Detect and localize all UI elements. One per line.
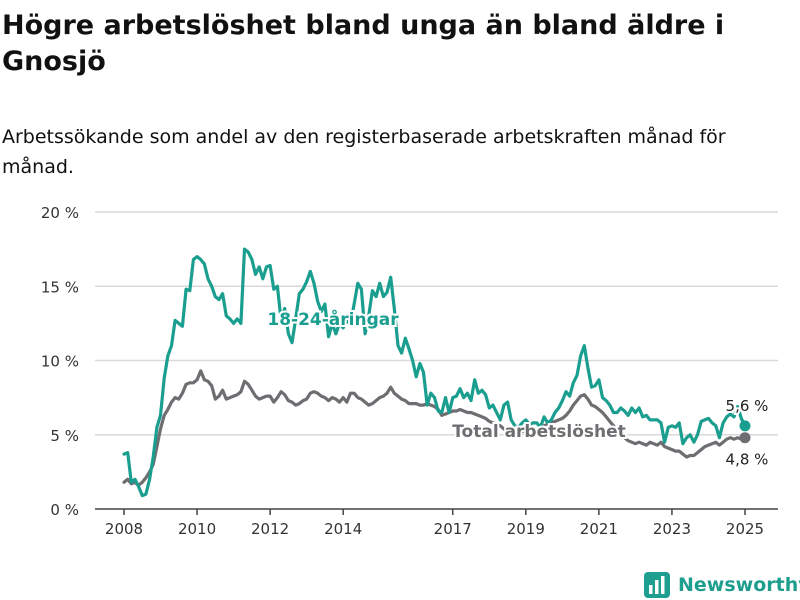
y-tick-label: 0 % [50, 501, 79, 519]
y-tick-label: 20 % [41, 204, 79, 222]
end-label-youth: 5,6 % [726, 397, 769, 415]
line-chart: 0 % 5 % 10 % 15 % 20 % 2008 2010 2012 2014 2017 20… [41, 204, 778, 538]
x-tick-label: 2025 [726, 520, 764, 538]
series-line-youth [122, 247, 747, 498]
y-tick-label: 10 % [41, 353, 79, 371]
series-label-youth: 18-24-åringar [267, 308, 399, 330]
x-tick-label: 2017 [434, 520, 472, 538]
x-tick-label: 2014 [324, 520, 362, 538]
chart-subtitle: Arbetssökande som andel av den registerb… [2, 126, 726, 178]
y-tick-label: 15 % [41, 278, 79, 296]
series-label-total: Total arbetslöshet [452, 422, 626, 442]
x-tick-label: 2008 [105, 520, 143, 538]
y-tick-label: 5 % [50, 427, 79, 445]
chart-title: Högre arbetslöshet bland unga än bland ä… [2, 10, 725, 77]
x-tick-label: 2019 [507, 520, 545, 538]
series-line-total [122, 369, 747, 487]
x-tick-label: 2023 [653, 520, 691, 538]
newsworthy-bar-chart-icon [644, 572, 670, 598]
brand-name: Newsworthy [678, 574, 800, 596]
end-dot-total [739, 432, 751, 444]
x-tick-label: 2021 [580, 520, 618, 538]
newsworthy-logo[interactable]: Newsworthy [644, 570, 800, 600]
x-tick-label: 2012 [251, 520, 289, 538]
x-tick-label: 2010 [178, 520, 216, 538]
end-label-total: 4,8 % [726, 451, 769, 469]
end-dot-youth [739, 420, 751, 432]
